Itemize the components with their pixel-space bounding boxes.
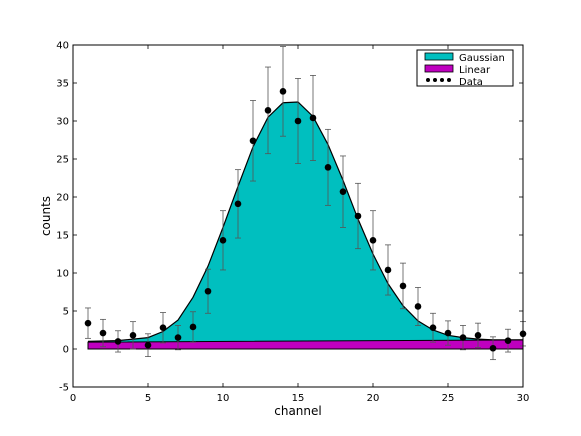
legend-data-dot (440, 78, 444, 82)
y-tick-label: 10 (56, 269, 69, 280)
legend-label-data: Data (459, 77, 483, 88)
x-axis-label: channel (274, 404, 321, 418)
x-tick-label: 15 (292, 393, 305, 404)
data-point (204, 287, 212, 295)
y-tick-label: -5 (59, 383, 69, 394)
x-tick-label: 20 (367, 393, 380, 404)
data-point (339, 188, 347, 195)
legend-swatch-linear (424, 64, 454, 73)
data-point (144, 341, 152, 349)
data-point (489, 344, 497, 352)
x-tick-label: 10 (217, 393, 230, 404)
data-point (189, 323, 197, 331)
data-point (234, 200, 242, 208)
gaussian-curve (87, 101, 523, 342)
legend-swatch-data (426, 78, 451, 82)
data-point (114, 338, 122, 345)
legend-swatch-gaussian (424, 52, 454, 61)
data-point (354, 212, 362, 220)
y-tick-label: 35 (56, 79, 69, 90)
data-point (129, 332, 137, 339)
y-axis-label: counts (39, 196, 53, 236)
legend-data-dot (447, 78, 451, 82)
data-point (444, 329, 452, 337)
data-point (384, 266, 392, 274)
data-point (99, 329, 107, 337)
y-tick-label: 40 (56, 41, 69, 52)
data-point (264, 107, 272, 114)
legend-data-dot (426, 78, 430, 82)
data-point (459, 334, 467, 341)
axes: channel counts 0 5 10 15 20 25 30-505101520253… (39, 41, 529, 419)
data-point (504, 337, 512, 344)
gaussian-area (88, 102, 523, 343)
data-point (159, 324, 167, 332)
data-point (369, 237, 377, 244)
x-tick-label: 0 (70, 393, 76, 404)
legend: Gaussian Linear Data (416, 49, 514, 88)
x-tick-label: 5 (145, 393, 151, 404)
data-point (84, 319, 92, 327)
data-point (279, 88, 287, 95)
plot-area (84, 46, 527, 361)
data-point (219, 237, 227, 244)
y-tick-label: 5 (63, 307, 69, 318)
data-point (324, 164, 332, 171)
data-point (174, 334, 182, 341)
legend-label-gaussian: Gaussian (459, 53, 505, 64)
y-tick-label: 0 (63, 345, 69, 356)
y-tick-label: 25 (56, 155, 69, 166)
y-tick-label: 20 (56, 193, 69, 204)
data-point (399, 282, 407, 290)
x-tick-label: 25 (442, 393, 455, 404)
data-point (414, 303, 422, 310)
legend-data-dot (433, 78, 437, 82)
y-tick-label: 30 (56, 117, 69, 128)
data-point (249, 137, 257, 145)
data-point (294, 117, 302, 125)
y-tick-label: 15 (56, 231, 69, 242)
x-tick-label: 30 (517, 393, 530, 404)
data-point (429, 324, 437, 332)
data-point (309, 114, 317, 122)
data-point (474, 332, 482, 339)
legend-label-linear: Linear (459, 65, 491, 76)
